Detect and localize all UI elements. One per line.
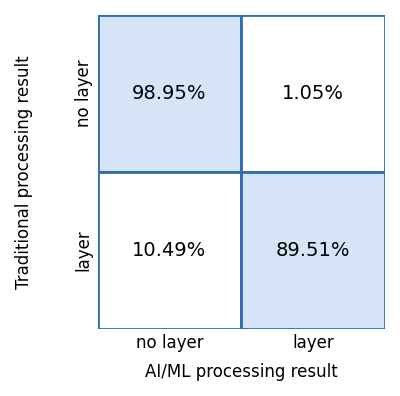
Text: 98.95%: 98.95% — [132, 84, 207, 103]
Y-axis label: Traditional processing result: Traditional processing result — [15, 55, 33, 289]
Text: 89.51%: 89.51% — [276, 241, 350, 260]
Bar — [241, 15, 385, 172]
X-axis label: AI/ML processing result: AI/ML processing result — [145, 363, 338, 381]
Text: 1.05%: 1.05% — [282, 84, 344, 103]
Text: 10.49%: 10.49% — [132, 241, 206, 260]
Bar — [98, 172, 241, 329]
Bar — [98, 15, 241, 172]
Bar — [241, 172, 385, 329]
